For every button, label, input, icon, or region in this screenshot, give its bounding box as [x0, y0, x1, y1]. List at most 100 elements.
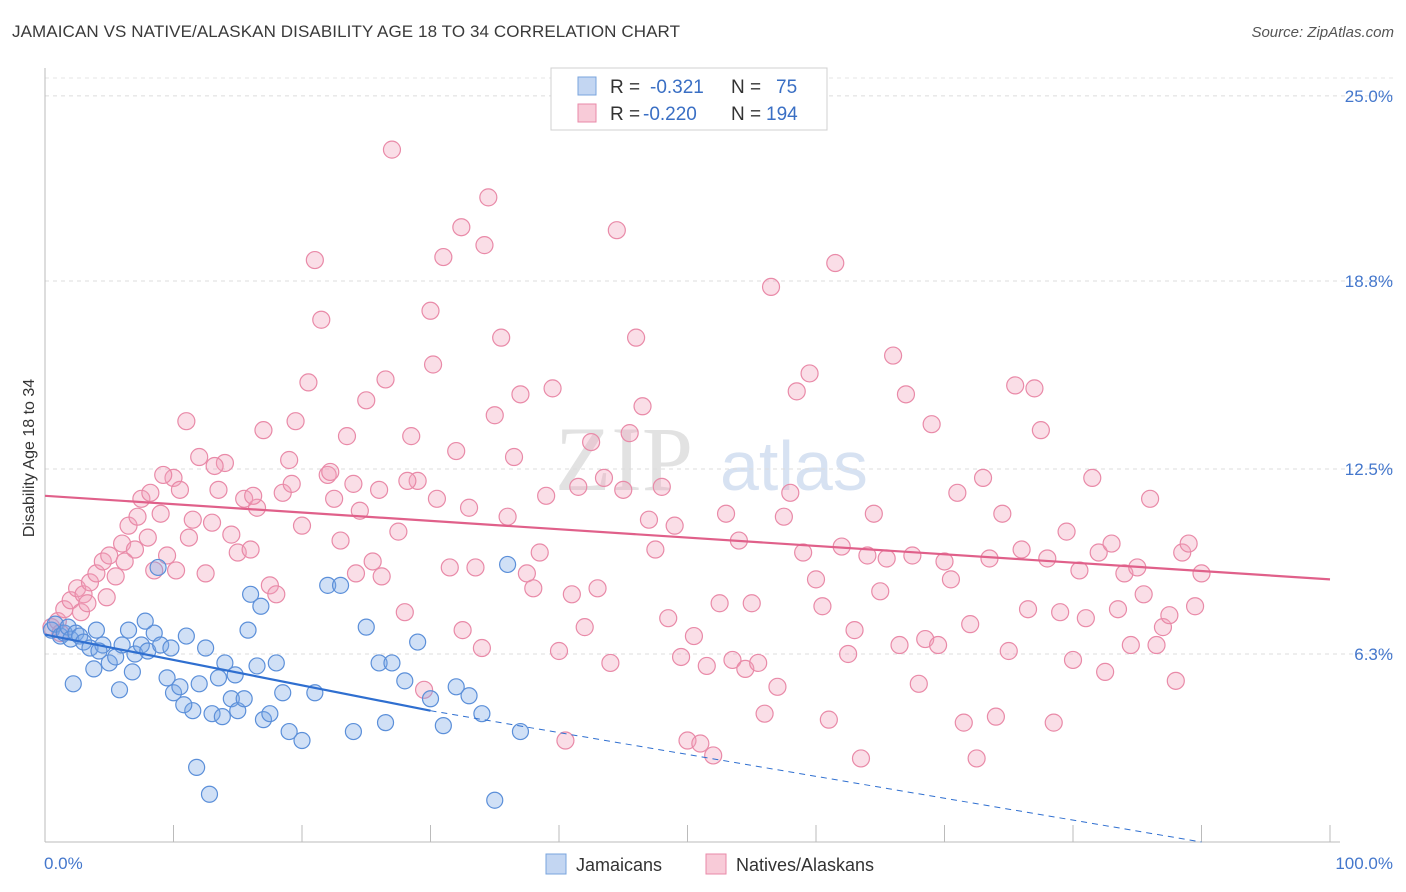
natives-point [671, 647, 691, 667]
natives-point [839, 644, 858, 664]
natives-point [151, 504, 170, 523]
natives-point [813, 597, 832, 616]
natives-point [806, 570, 826, 589]
natives-point [935, 552, 954, 571]
natives-point [633, 397, 652, 416]
natives-point [761, 277, 781, 297]
natives-point [414, 680, 434, 699]
natives-point [318, 465, 337, 485]
jamaicans-point [213, 708, 231, 726]
natives-point [781, 483, 800, 502]
jamaicans-point [383, 654, 401, 672]
natives-point [196, 564, 215, 583]
natives-point [190, 447, 209, 467]
natives-point [941, 570, 961, 589]
natives-points [42, 140, 1211, 768]
natives-point [710, 594, 729, 613]
natives-point [556, 731, 575, 750]
natives-point [1096, 662, 1115, 681]
jamaicans-point [486, 791, 504, 809]
natives-point [1185, 597, 1205, 616]
natives-point [594, 468, 614, 488]
bottom-legend-natives: Natives/Alaskans [736, 855, 874, 875]
y-tick-label-3: 25.0% [1345, 87, 1393, 106]
natives-point [1147, 635, 1166, 655]
jamaicans-point [100, 654, 118, 672]
natives-point [1070, 561, 1089, 580]
natives-point [344, 474, 363, 493]
natives-point [961, 615, 980, 634]
jamaicans-point [421, 690, 440, 708]
jamaicans-trend-extension [430, 710, 1202, 843]
natives-point [215, 453, 234, 473]
natives-point [202, 513, 222, 532]
natives-point [569, 477, 588, 496]
legend-r-value-2: -0.220 [643, 104, 697, 125]
natives-point [222, 525, 241, 544]
natives-point [1140, 489, 1160, 508]
natives-point [896, 385, 916, 404]
natives-point [498, 507, 517, 526]
natives-point [890, 635, 909, 655]
natives-point [485, 406, 504, 425]
source-label: Source: ZipAtlas.com [1251, 24, 1394, 41]
jamaicans-point [177, 627, 195, 645]
natives-point [492, 328, 511, 347]
jamaicans-point [409, 633, 427, 651]
natives-point [305, 250, 324, 270]
jamaicans-point [64, 675, 82, 693]
jamaicans-point [511, 722, 530, 741]
jamaicans-point [85, 660, 103, 678]
bottom-legend-jamaicans: Jamaicans [576, 855, 662, 875]
natives-point [684, 626, 704, 646]
natives-point [543, 379, 562, 398]
natives-point [774, 507, 793, 526]
natives-point [626, 328, 646, 347]
natives-point [524, 579, 543, 598]
jamaicans-point [239, 621, 257, 639]
natives-point [170, 480, 190, 499]
jamaicans-point [149, 558, 167, 577]
natives-point [614, 480, 633, 499]
natives-point [511, 385, 530, 404]
natives-point [973, 468, 993, 488]
natives-point [299, 373, 318, 392]
natives-point [851, 749, 871, 768]
natives-point [209, 480, 228, 499]
natives-point [247, 498, 267, 517]
jamaicans-point [162, 639, 180, 657]
natives-point [1012, 540, 1031, 559]
tick-labels: 6.3% 12.5% 18.8% 25.0% 0.0% 100.0% [44, 87, 1393, 873]
series-legend: Jamaicans Natives/Alaskans [545, 853, 874, 875]
jamaicans-point [209, 669, 228, 687]
natives-point [549, 641, 569, 661]
natives-point [601, 653, 620, 673]
natives-point [1192, 564, 1211, 583]
jamaicans-point [499, 555, 517, 574]
natives-point [967, 749, 986, 768]
natives-point [877, 549, 896, 568]
legend-r-label-1: R = [610, 77, 640, 98]
jamaicans-point [164, 684, 183, 702]
jamaicans-point [242, 585, 260, 603]
natives-point [106, 567, 125, 586]
jamaicans-point [434, 717, 452, 735]
bottom-legend-swatch-jamaicans [545, 853, 567, 875]
natives-point [639, 510, 659, 529]
natives-point [325, 489, 344, 508]
jamaicans-point [119, 621, 138, 639]
natives-point [459, 498, 479, 517]
natives-point [800, 364, 819, 383]
natives-point [398, 471, 417, 490]
natives-point [97, 588, 116, 607]
jamaicans-point [254, 711, 273, 729]
watermark-atlas: atlas [720, 427, 868, 505]
jamaicans-point [158, 669, 176, 687]
natives-point [588, 579, 607, 598]
natives-point [260, 576, 279, 595]
natives-point [504, 447, 524, 467]
jamaicans-point [252, 597, 270, 615]
natives-point [100, 546, 119, 565]
trend-lines [44, 494, 1331, 843]
natives-point [607, 221, 626, 240]
